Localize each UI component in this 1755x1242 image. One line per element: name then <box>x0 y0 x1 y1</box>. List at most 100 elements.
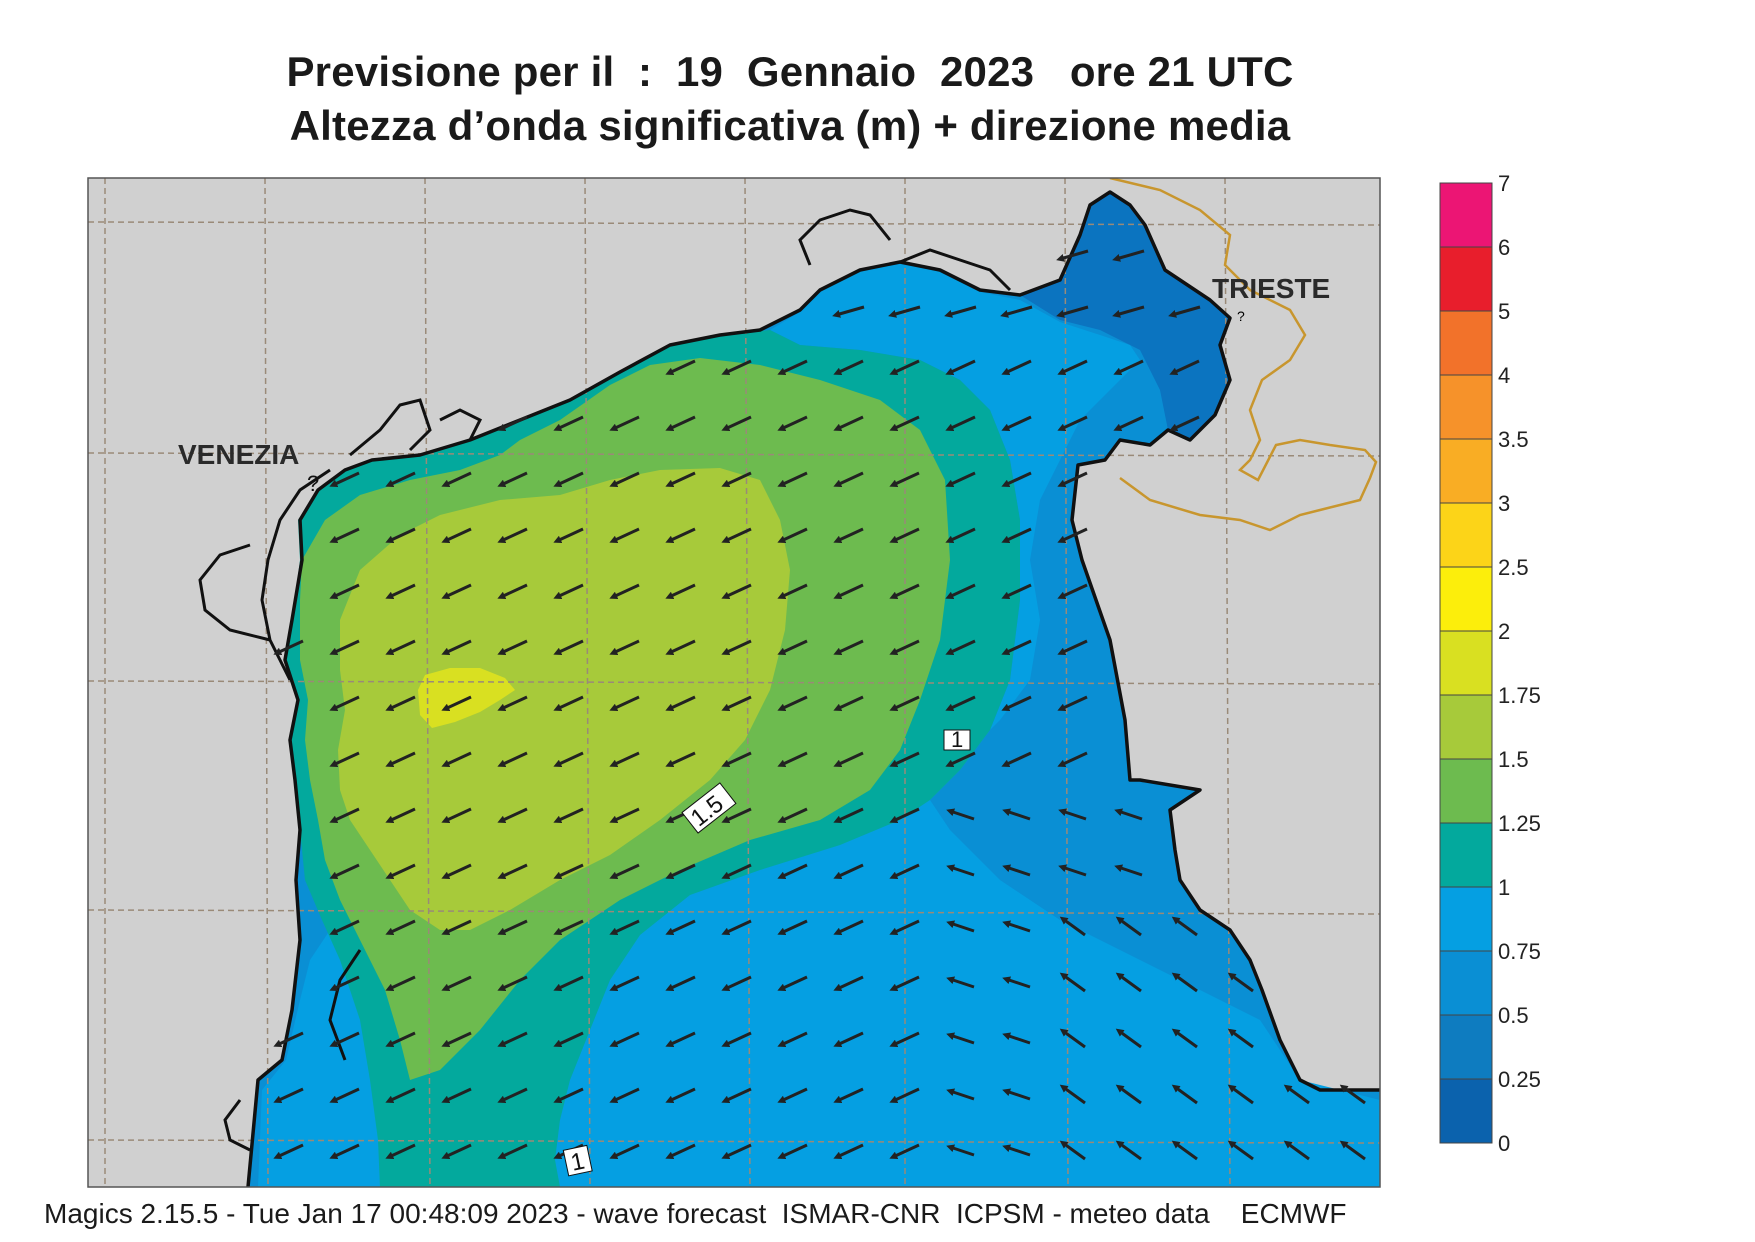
wave-arrow <box>1002 864 1031 877</box>
wave-arrow <box>945 415 976 431</box>
wave-arrow <box>946 864 975 877</box>
wave-arrow <box>945 639 976 655</box>
svg-text:1: 1 <box>568 1148 587 1177</box>
wave-arrow <box>721 471 752 487</box>
wave-arrow <box>833 639 864 655</box>
wave-arrow <box>1114 864 1143 877</box>
wave-arrow <box>385 1143 416 1159</box>
wave-arrow <box>441 695 472 711</box>
wave-arrow <box>833 359 864 375</box>
wave-arrow <box>721 583 752 599</box>
wave-arrow <box>721 639 752 655</box>
wave-arrow <box>329 1031 360 1047</box>
wave-arrow <box>1115 972 1142 993</box>
colorbar-tick-label: 7 <box>1498 171 1510 196</box>
wave-arrow <box>497 751 528 767</box>
wave-arrow <box>497 583 528 599</box>
wave-arrow <box>385 1031 416 1047</box>
wave-arrow <box>385 471 416 487</box>
wave-arrow <box>946 1144 975 1157</box>
wave-arrow <box>1059 1084 1086 1105</box>
map-area: ? ? 1 1.5 1 VENEZIA TRIESTE <box>88 178 1380 1187</box>
colorbar-tick-label: 2.5 <box>1498 555 1529 580</box>
contour-label-1-bottom: 1 <box>562 1144 593 1177</box>
wave-arrow <box>721 695 752 711</box>
wave-arrow <box>553 695 584 711</box>
wave-arrow <box>497 1143 528 1159</box>
svg-text:1: 1 <box>951 727 963 752</box>
wave-arrow <box>1059 916 1086 937</box>
wave-arrow <box>1056 305 1089 318</box>
wave-arrow <box>665 1031 696 1047</box>
map-frame <box>87 177 1381 1188</box>
wave-arrow <box>945 695 976 711</box>
wave-arrow <box>777 919 808 935</box>
wave-arrow <box>665 359 696 375</box>
wave-arrow <box>833 863 864 879</box>
colorbar-tick-label: 3 <box>1498 491 1510 516</box>
wave-arrow <box>721 1087 752 1103</box>
wave-arrow <box>833 1087 864 1103</box>
wave-arrow <box>777 863 808 879</box>
wave-arrow <box>721 1031 752 1047</box>
wave-arrow <box>553 639 584 655</box>
wave-arrow <box>1056 249 1089 262</box>
wave-arrow <box>609 1031 640 1047</box>
wave-arrow <box>497 695 528 711</box>
wave-arrow <box>777 639 808 655</box>
wave-arrow <box>1115 1084 1142 1105</box>
wave-arrow <box>665 975 696 991</box>
wave-arrow <box>777 1143 808 1159</box>
wave-arrow <box>1001 415 1032 431</box>
country-border <box>1109 178 1378 532</box>
wave-arrow <box>553 415 584 431</box>
wave-arrow <box>833 1143 864 1159</box>
svg-text:?: ? <box>1237 308 1245 324</box>
wave-arrow <box>441 975 472 991</box>
wave-arrow <box>721 359 752 375</box>
wave-arrow <box>945 751 976 767</box>
wave-arrow <box>777 359 808 375</box>
wave-band-1.5-1.75 <box>338 468 790 930</box>
wave-arrow <box>777 975 808 991</box>
wave-arrow <box>329 807 360 823</box>
wave-arrow <box>1283 1140 1310 1161</box>
wave-arrow <box>1001 471 1032 487</box>
wave-arrow <box>1001 639 1032 655</box>
wave-arrow <box>777 415 808 431</box>
wave-arrow <box>665 471 696 487</box>
colorbar-swatch <box>1439 246 1493 312</box>
colorbar-swatch <box>1439 950 1493 1016</box>
wave-arrow <box>1002 1144 1031 1157</box>
colorbar-swatch <box>1439 694 1493 760</box>
wave-arrow <box>329 863 360 879</box>
wave-arrow <box>441 1031 472 1047</box>
colorbar-swatch <box>1439 758 1493 824</box>
lagoon-outlines <box>198 208 1012 1152</box>
wave-arrow <box>1171 1140 1198 1161</box>
wave-arrow <box>889 1031 920 1047</box>
wave-arrow <box>441 863 472 879</box>
wave-arrow <box>833 471 864 487</box>
colorbar-swatch <box>1439 182 1493 248</box>
wave-arrow <box>1169 415 1200 431</box>
wave-arrow <box>889 919 920 935</box>
wave-arrow <box>329 1087 360 1103</box>
wave-arrow <box>497 1031 528 1047</box>
wave-arrow <box>609 415 640 431</box>
wave-arrow <box>945 471 976 487</box>
wave-arrow <box>609 807 640 823</box>
wave-arrow <box>385 975 416 991</box>
colorbar-tick-label: 4 <box>1498 363 1510 388</box>
wave-arrow <box>1171 916 1198 937</box>
wave-arrow <box>665 695 696 711</box>
wave-arrow <box>1057 359 1088 375</box>
wave-arrow <box>1057 471 1088 487</box>
city-label-venezia: VENEZIA <box>178 439 299 470</box>
wave-arrow <box>945 527 976 543</box>
map-title-line1: Previsione per il : 19 Gennaio 2023 ore … <box>286 48 1294 95</box>
wave-arrow <box>385 863 416 879</box>
wave-arrow <box>1339 1140 1366 1161</box>
wave-arrow <box>1002 920 1031 933</box>
wave-arrow <box>1001 359 1032 375</box>
